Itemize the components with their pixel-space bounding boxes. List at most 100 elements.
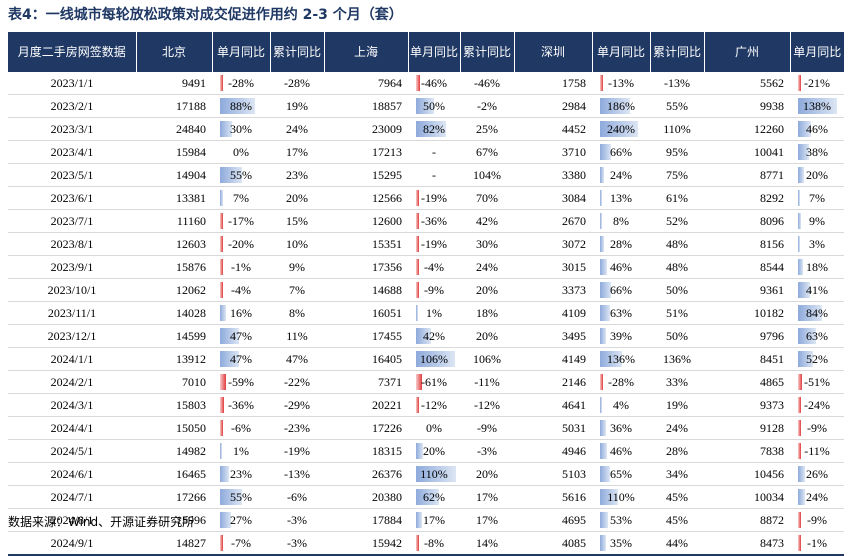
cell-value: 26%: [806, 467, 828, 481]
cell-shenzhen: 1758: [514, 72, 592, 95]
cell-date: 2024/1/1: [8, 347, 136, 371]
cell-beijing-cum: 24%: [270, 117, 324, 141]
cell-shanghai: 15942: [324, 531, 408, 556]
cell-beijing-cum: 9%: [270, 255, 324, 279]
cell-value: -11%: [804, 444, 830, 458]
cell-guangzhou-mom: 18%: [790, 255, 844, 279]
cell-shanghai-mom: -9%: [408, 278, 460, 302]
table-row: 2023/4/1 15984 0% 17% 17213 - 67% 3710 66% 95% 100…: [8, 140, 844, 164]
table-row: 2024/4/1 15050 -6% -23% 17226 0% -9% 5031 36% 24%…: [8, 416, 844, 440]
cell-value: -59%: [228, 375, 254, 389]
cell-beijing-mom: 1%: [212, 439, 270, 463]
data-bar: [600, 420, 606, 436]
cell-shenzhen: 4149: [514, 347, 592, 371]
cell-shanghai-cum: -12%: [460, 393, 514, 417]
cell-shenzhen-cum: 75%: [650, 163, 704, 187]
cell-guangzhou-mom: 20%: [790, 163, 844, 187]
cell-value: 106%: [420, 352, 448, 366]
page: 表4：一线城市每轮放松政策对成交促进作用约 2-3 个月（套） 月度二手房网签数…: [8, 7, 844, 556]
data-bar: [600, 236, 605, 252]
table-row: 2023/3/1 24840 30% 24% 23009 82% 25% 4452 240% 11…: [8, 117, 844, 141]
data-bar: [416, 236, 419, 252]
cell-shenzhen: 2984: [514, 94, 592, 118]
data-bar: [416, 535, 419, 551]
cell-shenzhen: 3495: [514, 324, 592, 348]
cell-shanghai: 17356: [324, 255, 408, 279]
cell-value: -17%: [228, 214, 254, 228]
table-row: 2024/8/1 15996 27% -3% 17884 17% 17% 4695 53% 45%…: [8, 508, 844, 532]
cell-shanghai-mom: 82%: [408, 117, 460, 141]
cell-shanghai: 15295: [324, 163, 408, 187]
cell-beijing: 14827: [136, 531, 212, 556]
cell-value: 35%: [610, 536, 632, 550]
cell-beijing-cum: 7%: [270, 278, 324, 302]
cell-beijing-cum: -28%: [270, 72, 324, 95]
table-row: 2024/2/1 7010 -59% -22% 7371 -61% -11% 2146 -28%…: [8, 370, 844, 394]
cell-value: -24%: [804, 398, 830, 412]
cell-guangzhou: 10041: [704, 140, 790, 164]
data-bar: [416, 75, 421, 91]
data-bar: [798, 535, 801, 551]
cell-shenzhen-cum: 28%: [650, 439, 704, 463]
cell-beijing: 14982: [136, 439, 212, 463]
cell-value: -61%: [421, 375, 447, 389]
cell-guangzhou: 8451: [704, 347, 790, 371]
cell-shenzhen: 5031: [514, 416, 592, 440]
cell-shenzhen-mom: -28%: [592, 370, 650, 394]
cell-date: 2023/6/1: [8, 186, 136, 210]
cell-value: 63%: [610, 306, 632, 320]
cell-guangzhou: 10182: [704, 301, 790, 325]
cell-value: -4%: [231, 283, 251, 297]
cell-shanghai-cum: 25%: [460, 117, 514, 141]
data-bar: [600, 351, 622, 367]
cell-value: 7%: [809, 191, 825, 205]
cell-value: 8%: [613, 214, 629, 228]
cell-shenzhen-mom: 240%: [592, 117, 650, 141]
data-bar: [416, 351, 455, 367]
cell-shanghai: 16405: [324, 347, 408, 371]
cell-date: 2024/6/1: [8, 462, 136, 486]
data-bar: [220, 420, 223, 436]
cell-guangzhou-mom: -9%: [790, 508, 844, 532]
cell-value: 55%: [230, 168, 252, 182]
cell-shenzhen-cum: 45%: [650, 508, 704, 532]
cell-shenzhen-cum: 55%: [650, 94, 704, 118]
data-bar: [220, 305, 227, 321]
cell-shanghai: 17884: [324, 508, 408, 532]
cell-shanghai-mom: -: [408, 163, 460, 187]
table-row: 2023/11/1 14028 16% 8% 16051 1% 18% 4109 63% 51% 1…: [8, 301, 844, 325]
cell-value: 66%: [610, 283, 632, 297]
data-bar: [798, 397, 801, 413]
cell-beijing-cum: -29%: [270, 393, 324, 417]
cell-value: 52%: [806, 352, 828, 366]
header-beijing-cum: 累计同比: [269, 32, 324, 72]
cell-guangzhou-mom: 9%: [790, 209, 844, 233]
cell-shenzhen-mom: 66%: [592, 140, 650, 164]
cell-date: 2023/7/1: [8, 209, 136, 233]
cell-beijing-mom: -36%: [212, 393, 270, 417]
cell-date: 2023/10/1: [8, 278, 136, 302]
cell-shenzhen: 5616: [514, 485, 592, 509]
cell-value: 7%: [233, 191, 249, 205]
cell-value: -28%: [228, 76, 254, 90]
data-bar: [798, 259, 804, 275]
table-body: 2023/1/1 9491 -28% -28% 7964 -46% -46% 1758 -13%…: [8, 72, 844, 556]
cell-beijing: 11160: [136, 209, 212, 233]
cell-guangzhou-mom: 7%: [790, 186, 844, 210]
cell-shenzhen-mom: 186%: [592, 94, 650, 118]
cell-shenzhen-cum: 34%: [650, 462, 704, 486]
table-row: 2023/6/1 13381 7% 20% 12566 -19% 70% 3084 13% 61%…: [8, 186, 844, 210]
data-bar: [220, 75, 223, 91]
cell-shanghai: 7371: [324, 370, 408, 394]
cell-guangzhou: 9796: [704, 324, 790, 348]
cell-shanghai: 7964: [324, 72, 408, 95]
data-bar: [416, 443, 424, 459]
cell-value: 47%: [230, 352, 252, 366]
cell-value: 38%: [806, 145, 828, 159]
source-note: 数据来源：Wind、开源证券研究所: [8, 515, 195, 529]
cell-shanghai-cum: 20%: [460, 278, 514, 302]
cell-shenzhen: 4452: [514, 117, 592, 141]
cell-beijing-cum: 10%: [270, 232, 324, 256]
cell-shanghai-cum: 18%: [460, 301, 514, 325]
cell-shenzhen-mom: 136%: [592, 347, 650, 371]
